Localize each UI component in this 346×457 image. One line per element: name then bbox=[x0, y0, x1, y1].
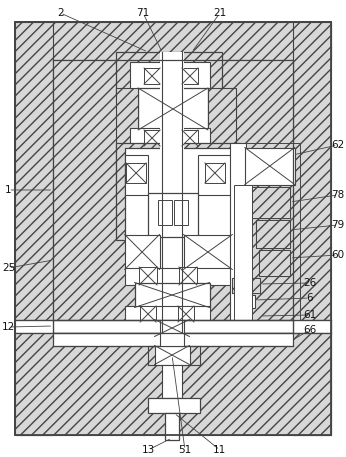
Text: 1: 1 bbox=[5, 185, 12, 195]
Bar bbox=[230, 143, 246, 320]
Text: 2: 2 bbox=[57, 8, 64, 18]
Bar bbox=[130, 62, 210, 90]
Bar bbox=[205, 163, 225, 183]
Bar bbox=[148, 398, 200, 413]
Text: 78: 78 bbox=[331, 190, 344, 200]
Bar bbox=[53, 320, 293, 333]
Text: 61: 61 bbox=[303, 310, 316, 320]
Bar bbox=[165, 413, 179, 440]
Bar bbox=[259, 250, 290, 276]
Bar bbox=[53, 333, 293, 346]
Bar bbox=[125, 148, 233, 238]
Bar bbox=[293, 22, 331, 435]
Bar bbox=[15, 22, 53, 435]
Bar bbox=[126, 163, 146, 183]
Bar bbox=[184, 235, 233, 270]
Text: 12: 12 bbox=[2, 322, 15, 332]
Bar bbox=[15, 22, 331, 60]
Text: 62: 62 bbox=[331, 140, 344, 150]
Bar bbox=[178, 306, 194, 322]
Bar bbox=[138, 88, 208, 130]
Bar bbox=[140, 306, 156, 322]
Bar bbox=[15, 320, 331, 333]
Bar bbox=[116, 52, 222, 95]
Bar bbox=[259, 250, 290, 276]
Text: 21: 21 bbox=[213, 8, 227, 18]
Bar bbox=[15, 333, 331, 435]
Bar bbox=[235, 295, 255, 308]
Bar bbox=[256, 220, 290, 248]
Bar bbox=[155, 346, 190, 365]
Text: 13: 13 bbox=[142, 445, 155, 455]
Bar bbox=[125, 235, 160, 270]
Bar bbox=[144, 130, 160, 146]
Bar bbox=[208, 88, 236, 195]
Text: 6: 6 bbox=[306, 293, 313, 303]
Bar bbox=[245, 148, 295, 185]
Text: 25: 25 bbox=[2, 263, 15, 273]
Bar bbox=[53, 60, 293, 320]
Bar bbox=[182, 68, 198, 84]
Bar bbox=[182, 130, 198, 146]
Bar bbox=[162, 365, 182, 398]
Text: 51: 51 bbox=[178, 445, 192, 455]
Text: 60: 60 bbox=[331, 250, 344, 260]
Bar bbox=[125, 268, 233, 285]
Bar bbox=[15, 320, 331, 333]
Bar bbox=[252, 187, 290, 218]
Bar bbox=[246, 143, 300, 320]
Bar bbox=[198, 155, 233, 195]
Bar bbox=[125, 155, 148, 195]
Bar bbox=[53, 60, 293, 320]
Bar bbox=[125, 306, 210, 323]
Text: 79: 79 bbox=[331, 220, 344, 230]
Bar bbox=[256, 220, 290, 248]
Bar bbox=[232, 278, 260, 293]
Bar bbox=[234, 185, 252, 320]
Bar bbox=[160, 52, 184, 333]
Text: 71: 71 bbox=[136, 8, 150, 18]
Text: 26: 26 bbox=[303, 278, 316, 288]
Bar bbox=[252, 187, 290, 218]
Bar bbox=[179, 267, 197, 285]
Bar bbox=[116, 88, 138, 195]
Bar bbox=[116, 143, 240, 240]
Bar bbox=[174, 200, 188, 225]
Bar bbox=[130, 128, 210, 148]
Text: 66: 66 bbox=[303, 325, 316, 335]
Bar bbox=[135, 283, 210, 308]
Bar bbox=[158, 200, 172, 225]
Bar bbox=[53, 60, 293, 397]
Bar bbox=[139, 267, 157, 285]
Bar bbox=[232, 278, 260, 293]
Bar bbox=[148, 193, 198, 237]
Bar bbox=[53, 60, 293, 320]
Bar bbox=[160, 320, 184, 346]
Bar bbox=[155, 320, 190, 337]
Bar bbox=[144, 68, 160, 84]
Text: 11: 11 bbox=[213, 445, 227, 455]
